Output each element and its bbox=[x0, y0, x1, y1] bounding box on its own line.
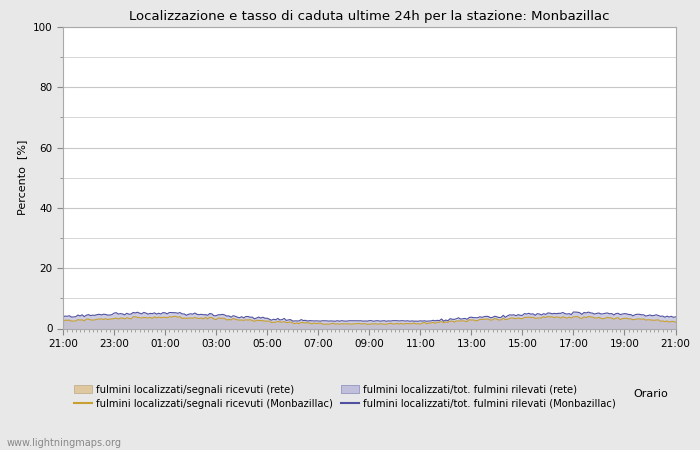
Title: Localizzazione e tasso di caduta ultime 24h per la stazione: Monbazillac: Localizzazione e tasso di caduta ultime … bbox=[129, 10, 610, 23]
Legend: fulmini localizzati/segnali ricevuti (rete), fulmini localizzati/segnali ricevut: fulmini localizzati/segnali ricevuti (re… bbox=[74, 385, 616, 409]
Y-axis label: Percento  [%]: Percento [%] bbox=[18, 140, 27, 216]
Text: www.lightningmaps.org: www.lightningmaps.org bbox=[7, 438, 122, 448]
Text: Orario: Orario bbox=[634, 389, 668, 399]
